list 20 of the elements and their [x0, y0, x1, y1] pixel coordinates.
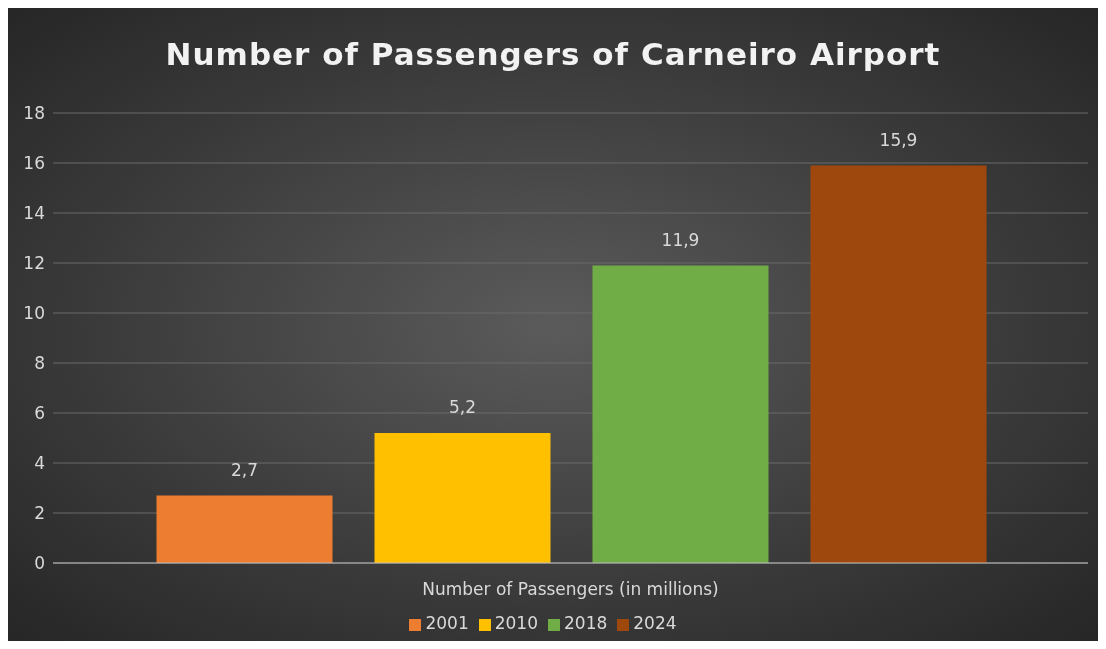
legend-label: 2010	[494, 613, 538, 633]
legend-label: 2024	[633, 613, 677, 633]
chart-title: Number of Passengers of Carneiro Airport	[164, 36, 942, 72]
y-tick-label: 2	[34, 503, 45, 524]
y-tick-label: 10	[23, 303, 45, 324]
y-tick-label: 14	[23, 203, 45, 224]
legend-label: 2001	[425, 613, 469, 633]
x-tick-label: Number of Passengers (in millions)	[422, 579, 719, 600]
y-tick-label: 6	[34, 403, 45, 424]
y-tick-label: 0	[34, 553, 45, 574]
y-tick-label: 12	[23, 253, 45, 274]
data-label: 5,2	[448, 397, 477, 417]
y-tick-label: 18	[23, 103, 45, 124]
legend-label: 2018	[564, 613, 608, 633]
y-tick-label: 4	[34, 453, 45, 474]
data-label: 11,9	[661, 229, 700, 250]
data-label: 2,7	[230, 459, 259, 480]
data-label: 15,9	[879, 129, 918, 150]
y-tick-label: 8	[34, 353, 45, 374]
y-tick-label: 16	[23, 153, 45, 174]
